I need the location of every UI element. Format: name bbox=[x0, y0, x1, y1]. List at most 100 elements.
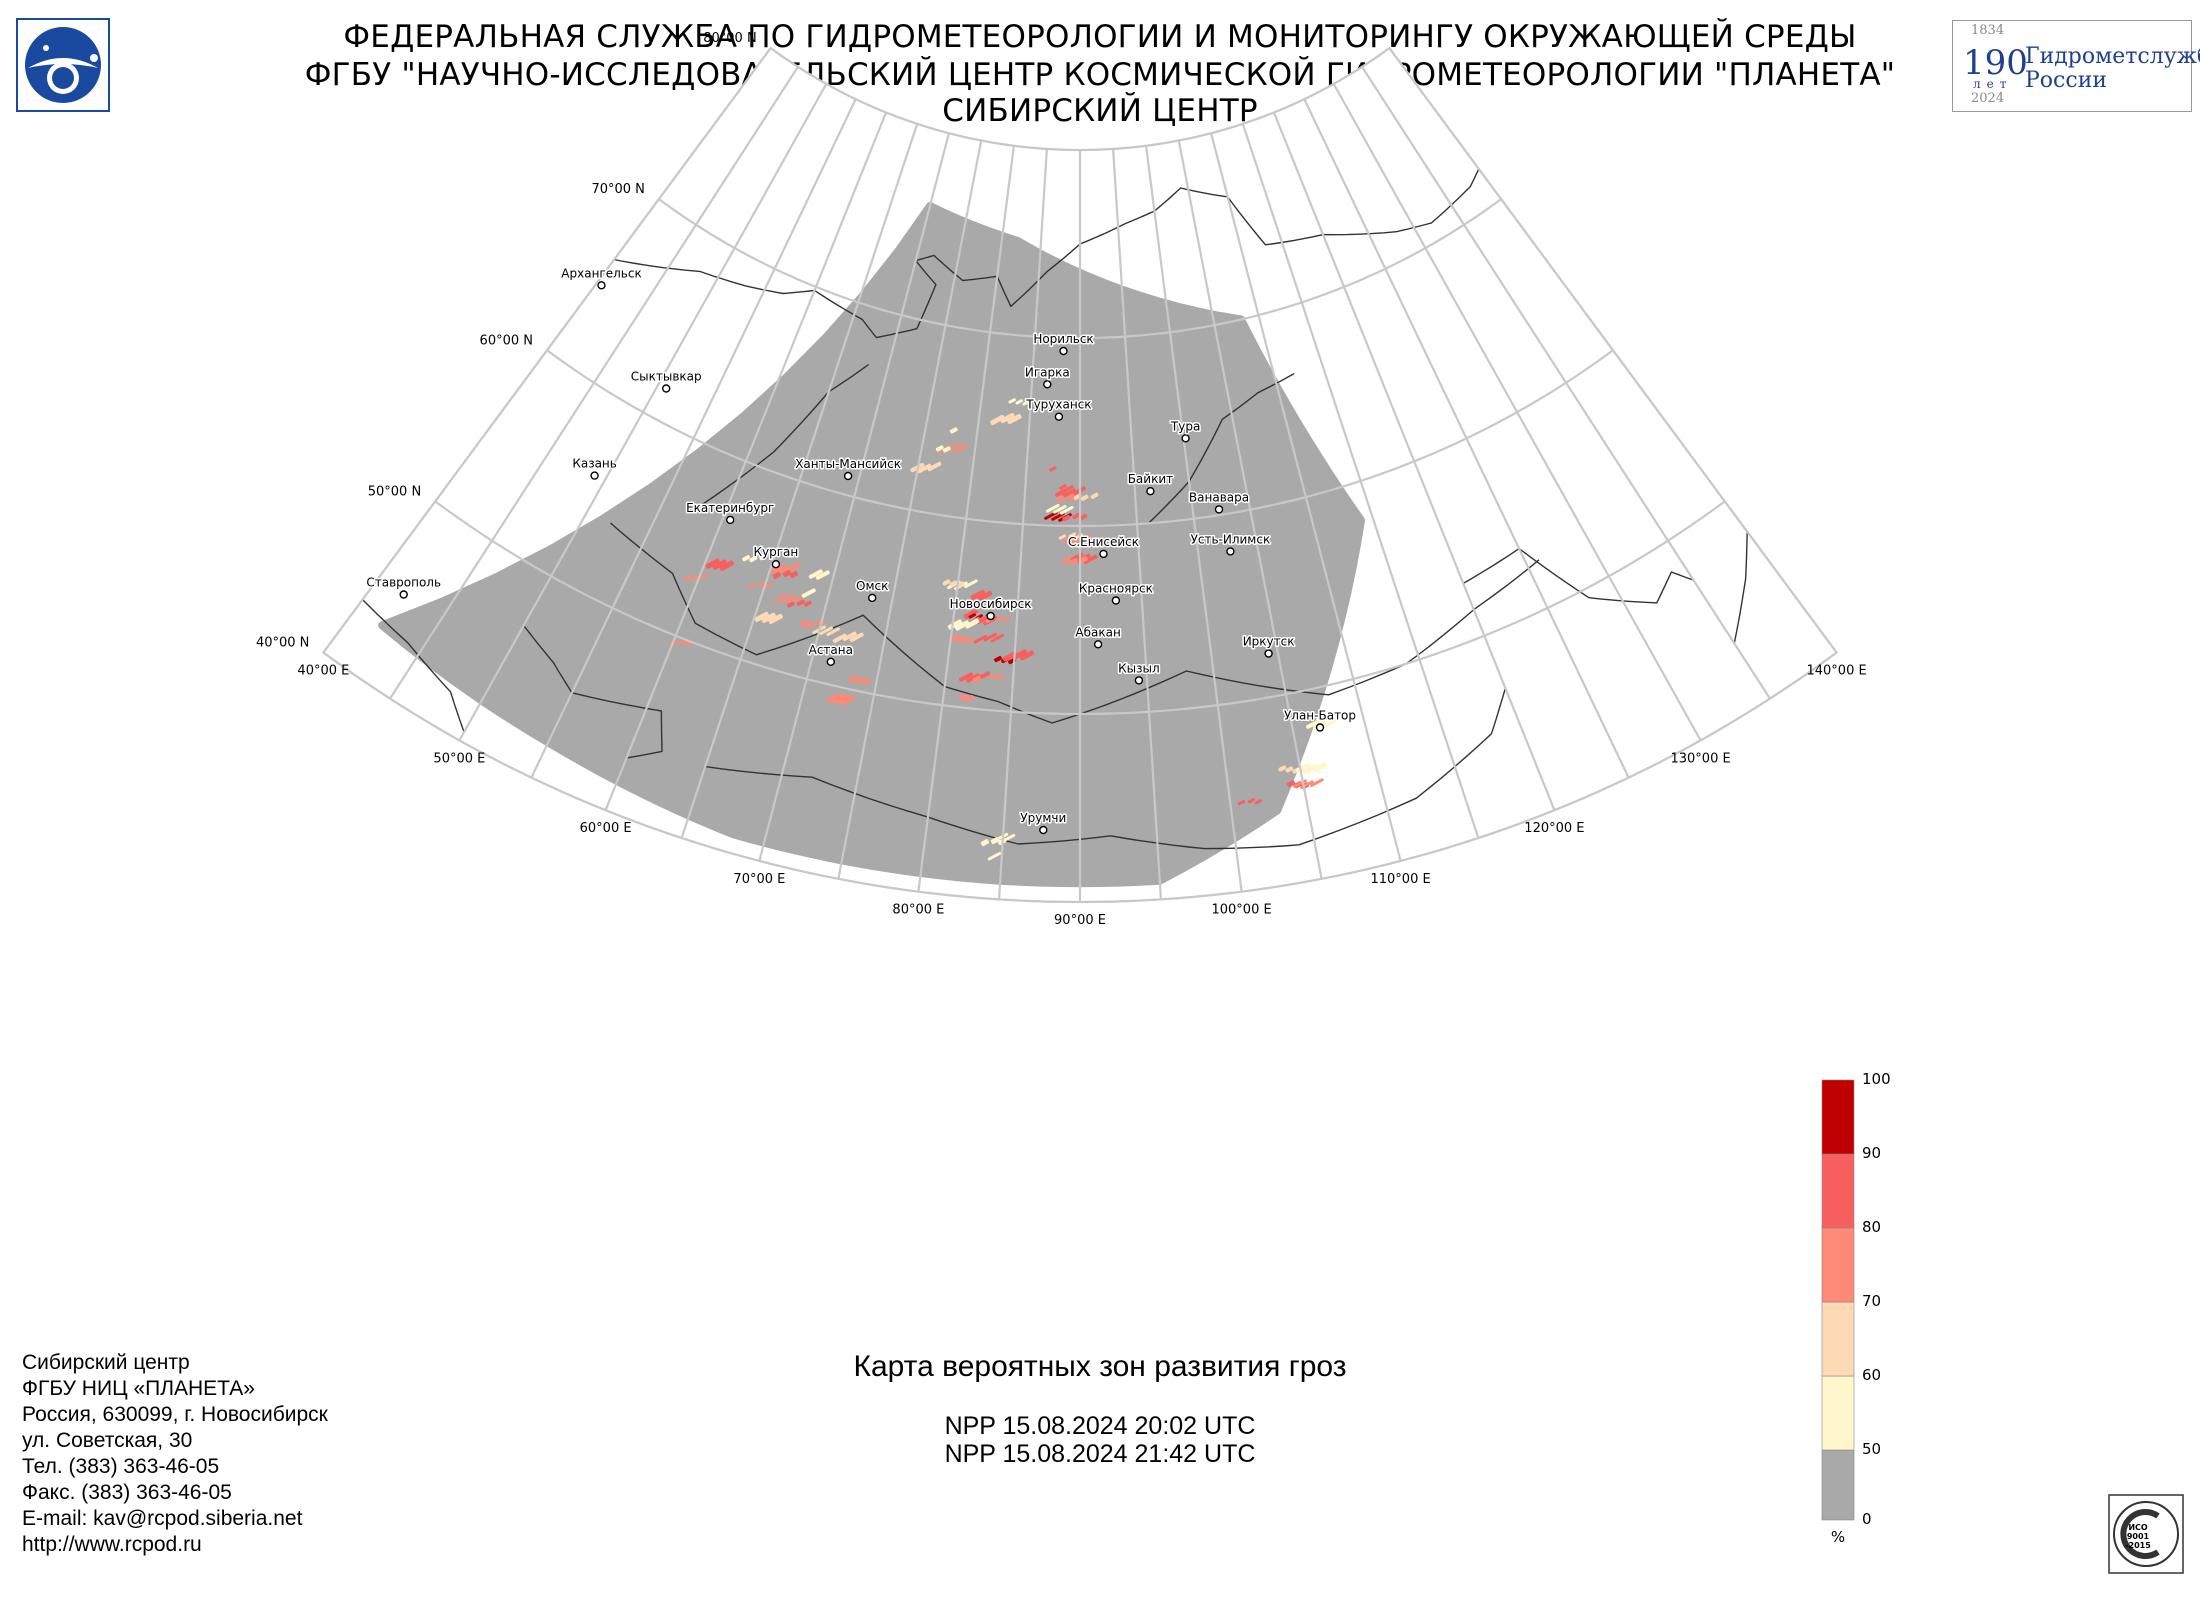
legend-tick: 80 bbox=[1862, 1218, 1881, 1236]
city-marker bbox=[590, 471, 599, 480]
storm-cell bbox=[977, 590, 993, 602]
city-marker bbox=[1181, 434, 1190, 443]
city-marker bbox=[726, 515, 735, 525]
agency-logo bbox=[16, 18, 110, 112]
anniv-years-word: лет bbox=[1973, 77, 2013, 91]
storm-cell bbox=[769, 563, 784, 574]
anniv-text-line1: Гидрометслужбе bbox=[2025, 44, 2200, 69]
city-marker bbox=[868, 593, 877, 603]
storm-cell bbox=[683, 574, 691, 580]
anniv-text: Гидрометслужбе России bbox=[2025, 45, 2200, 93]
city-label: Ванавара bbox=[1189, 490, 1249, 504]
storm-cell bbox=[1302, 763, 1318, 775]
longitude-label: 50°00 E bbox=[433, 751, 485, 766]
storm-cell bbox=[1008, 398, 1016, 404]
storm-cell bbox=[855, 676, 864, 684]
storm-cell bbox=[942, 579, 951, 586]
longitude-label: 110°00 E bbox=[1370, 872, 1430, 887]
legend-tick: 90 bbox=[1862, 1144, 1881, 1162]
contact-email[interactable]: E-mail: kav@rcpod.siberia.net bbox=[22, 1507, 303, 1530]
storm-cell bbox=[964, 579, 978, 589]
storm-cell bbox=[1058, 534, 1067, 540]
storm-cell bbox=[772, 571, 782, 580]
contact-line: Сибирский центр bbox=[22, 1351, 190, 1374]
storm-cell bbox=[1286, 780, 1296, 788]
storm-cell bbox=[1083, 554, 1098, 565]
city-marker bbox=[1315, 723, 1325, 732]
city-label: Ханты-Мансийск bbox=[795, 457, 901, 471]
storm-cell bbox=[942, 446, 951, 453]
storm-cell bbox=[965, 694, 975, 702]
header-line-2: ФГБУ "НАУЧНО-ИССЛЕДОВАТЕЛЬСКИЙ ЦЕНТР КОС… bbox=[304, 57, 1896, 93]
storm-cell bbox=[1237, 800, 1246, 806]
storm-cell bbox=[997, 674, 1005, 680]
storm-cell bbox=[973, 634, 988, 644]
latitude-label: 70°00 N bbox=[591, 182, 644, 197]
iso-line2: 9001 bbox=[2127, 1532, 2150, 1541]
storm-cell bbox=[959, 672, 974, 682]
city-marker bbox=[1214, 505, 1224, 514]
storm-cell bbox=[1053, 504, 1067, 514]
storm-cell bbox=[1310, 778, 1324, 787]
storm-cell bbox=[808, 569, 823, 579]
city-label: Сыктывкар bbox=[631, 370, 702, 384]
storm-cell bbox=[958, 693, 968, 701]
anniversary-badge: 1834 190 лет 2024 Гидрометслужбе России bbox=[1952, 20, 2200, 112]
storm-cell bbox=[1002, 616, 1010, 622]
city-marker bbox=[1059, 346, 1068, 356]
storm-cell bbox=[1046, 503, 1060, 513]
city-label: Кызыл bbox=[1118, 661, 1160, 675]
city-marker bbox=[1099, 549, 1108, 559]
storm-cell bbox=[833, 693, 849, 705]
storm-cell bbox=[990, 673, 998, 679]
storm-cell bbox=[995, 615, 1003, 621]
iso-line1: ИСО bbox=[2128, 1523, 2148, 1532]
city-label: Новосибирск bbox=[950, 597, 1032, 611]
city-marker bbox=[1264, 649, 1273, 658]
storm-cell bbox=[1015, 399, 1023, 405]
storm-cell bbox=[1079, 513, 1088, 521]
map-title: Карта вероятных зон развития гроз bbox=[853, 1350, 1347, 1383]
storm-cell bbox=[1322, 718, 1338, 728]
longitude-label: 90°00 E bbox=[1054, 913, 1106, 928]
city-label: Норильск bbox=[1033, 332, 1093, 346]
legend-unit: % bbox=[1831, 1528, 1845, 1546]
storm-cell bbox=[1061, 488, 1076, 498]
contact-line: Россия, 630099, г. Новосибирск bbox=[22, 1403, 328, 1426]
city-marker bbox=[826, 657, 835, 666]
storm-cell bbox=[786, 562, 801, 573]
storm-cell bbox=[806, 621, 815, 629]
storm-cell bbox=[849, 632, 864, 643]
storm-cell bbox=[1063, 533, 1079, 544]
storm-cell bbox=[774, 593, 788, 603]
graticule bbox=[322, 47, 1838, 904]
legend-bin bbox=[1821, 1153, 1855, 1229]
storm-cell bbox=[957, 635, 966, 643]
storm-cell bbox=[1069, 558, 1078, 566]
storm-cell bbox=[803, 600, 812, 607]
contact-line: Факс. (383) 363-46-05 bbox=[22, 1481, 232, 1504]
city-label: Усть-Илимск bbox=[1191, 532, 1271, 546]
storm-cell bbox=[954, 620, 970, 631]
contact-line: Тел. (383) 363-46-05 bbox=[22, 1455, 220, 1478]
longitude-label: 130°00 E bbox=[1670, 751, 1730, 766]
storm-cell bbox=[1066, 493, 1076, 501]
storm-cell bbox=[1247, 798, 1256, 804]
storm-cell bbox=[1012, 649, 1028, 660]
city-marker bbox=[1134, 676, 1144, 685]
anniv-year-end: 2024 bbox=[1971, 91, 2005, 106]
storm-cell bbox=[1007, 413, 1022, 425]
storm-cell bbox=[862, 677, 871, 685]
storm-cell bbox=[748, 583, 756, 589]
storm-cell bbox=[1049, 466, 1057, 472]
storm-cell bbox=[983, 632, 998, 642]
storm-cell bbox=[758, 581, 766, 587]
latitude-label: 60°00 N bbox=[480, 333, 533, 348]
city-marker bbox=[399, 590, 408, 599]
contact-website-link[interactable]: http://www.rcpod.ru bbox=[22, 1533, 202, 1556]
contact-line: ФГБУ НИЦ «ПЛАНЕТА» bbox=[22, 1377, 255, 1400]
city-marker bbox=[843, 471, 853, 481]
storm-cell bbox=[1000, 412, 1015, 424]
storm-cell bbox=[990, 633, 1005, 643]
